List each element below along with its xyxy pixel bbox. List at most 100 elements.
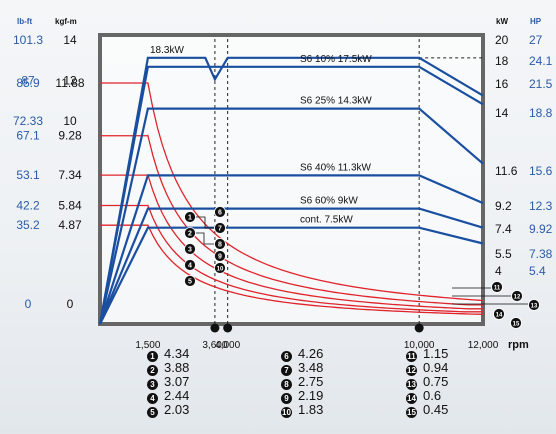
rpm-marker-dot [414, 323, 424, 333]
hp-tick-label: 15.6 [529, 164, 553, 178]
series-label: S6 25% 14.3kW [300, 96, 372, 107]
lbft-tick-label: 67.1 [16, 129, 40, 143]
kgfm-tick-label: 7.34 [58, 168, 82, 182]
legend-item: 9 2.19 [281, 389, 323, 404]
legend-number-badge: 9 [281, 393, 292, 404]
legend-number-badge: 5 [147, 407, 158, 418]
marker-badge-number: 9 [218, 254, 222, 261]
marker-badge-icon [214, 206, 226, 218]
kgfm-tick-label: 11.88 [55, 76, 84, 90]
marker-badge-icon [493, 308, 505, 320]
lbft-tick-label: 85.9 [16, 76, 40, 90]
legend-number-badge: 14 [406, 393, 417, 404]
legend-number-badge: 11 [406, 351, 417, 362]
x-tick-label: 1,500 [135, 340, 160, 351]
lbft-tick-label: 72.33 [13, 114, 43, 128]
torque-curve [100, 204, 483, 313]
legend-value: 3.88 [164, 360, 190, 375]
legend-value: 1.83 [298, 402, 324, 417]
series-label: 18.3kW [150, 45, 184, 56]
lbft-tick-label: 35.2 [16, 218, 40, 232]
power-curve [98, 207, 484, 325]
torque-curve [100, 133, 483, 306]
legend-item: 12 0.94 [406, 361, 448, 376]
legend-item: 1 4.34 [147, 347, 189, 362]
marker-connector [452, 287, 528, 305]
kgfm-tick-label: 0 [67, 297, 74, 311]
legend-number-badge: 15 [406, 407, 417, 418]
kw-tick-label: 11.6 [495, 164, 518, 178]
series-label: S6 40% 11.3kW [300, 162, 372, 173]
legend-item: 6 4.26 [281, 347, 323, 362]
series-label: S6 10% 17.5kW [300, 54, 372, 65]
kw-tick-label: 5.5 [495, 247, 512, 261]
series-label: cont. 7.5kW [300, 215, 353, 226]
marker-badge-icon [491, 281, 503, 293]
legend-value: 0.45 [423, 402, 449, 417]
legend-item: 15 0.45 [406, 403, 448, 418]
marker-badge-icon [184, 211, 196, 223]
marker-badge-icon [214, 238, 226, 250]
power-curve [98, 107, 484, 325]
torque-curve [100, 224, 484, 316]
marker-badge-number: 6 [218, 210, 222, 217]
kgfm-tick-label: 14 [63, 33, 77, 47]
kw-tick-label: 18 [495, 54, 509, 68]
marker-badge-number: 14 [496, 313, 503, 319]
legend-item: 7 3.48 [281, 361, 323, 376]
hp-tick-label: 5.4 [529, 264, 546, 278]
hp-axis-header: HP [530, 17, 542, 26]
marker-badge-icon [214, 250, 226, 262]
lbft-tick-label: 0 [25, 297, 32, 311]
kw-tick-label: 20 [495, 33, 509, 47]
kgfm-tick-label: 9.28 [58, 129, 82, 143]
legend-number-badge: 10 [281, 407, 292, 418]
legend-item: 11 1.15 [406, 347, 448, 362]
legend-value: 3.48 [298, 360, 324, 375]
lbft-tick-label: 87 [21, 74, 35, 88]
marker-badge-number: 7 [218, 226, 222, 233]
rpm-marker-dot [210, 323, 220, 333]
legend-number-badge: 13 [406, 379, 417, 390]
kgfm-tick-label: 4.87 [58, 218, 82, 232]
kgfm-tick-label: 10 [63, 114, 77, 128]
marker-badge-number: 13 [531, 304, 538, 310]
marker-badge-icon [528, 299, 540, 311]
legend-value: 0.94 [423, 360, 449, 375]
x-tick-label: 10,000 [404, 340, 435, 351]
torque-curve [100, 174, 483, 310]
x-tick-label: 3,600 [202, 340, 227, 351]
kgfm-tick-label: 12 [63, 74, 77, 88]
marker-badge-number: 10 [217, 267, 224, 273]
legend-number-badge: 7 [281, 365, 292, 376]
lbft-axis-header: lb-ft [17, 17, 32, 26]
legend-item: 4 2.44 [147, 389, 189, 404]
legend-number-badge: 3 [147, 379, 158, 390]
marker-badge-number: 11 [494, 286, 501, 292]
kw-tick-label: 14 [495, 106, 509, 120]
legend-value: 2.75 [298, 374, 324, 389]
marker-badge-icon [184, 243, 196, 255]
marker-connector [196, 216, 214, 245]
legend-number-badge: 2 [147, 365, 158, 376]
hp-tick-label: 21.5 [529, 77, 553, 91]
marker-badge-number: 2 [188, 231, 192, 238]
kw-tick-label: 4 [495, 264, 502, 278]
lbft-tick-label: 42.2 [16, 199, 40, 213]
marker-badge-icon [184, 259, 196, 271]
legend-item: 5 2.03 [147, 403, 189, 418]
rpm-marker-dot [223, 323, 233, 333]
legend-number-badge: 1 [147, 351, 158, 362]
legend-value: 4.26 [298, 346, 324, 361]
plot-frame [98, 33, 485, 326]
legend-number-badge: 12 [406, 365, 417, 376]
power-curve [98, 174, 484, 325]
kw-tick-label: 16 [495, 77, 509, 91]
legend-value: 3.07 [164, 374, 190, 389]
legend-item: 13 0.75 [406, 375, 448, 390]
lbft-tick-label: 53.1 [16, 168, 40, 182]
legend-value: 4.34 [164, 346, 190, 361]
kw-tick-label: 9.2 [495, 199, 512, 213]
legend-value: 2.03 [164, 402, 190, 417]
